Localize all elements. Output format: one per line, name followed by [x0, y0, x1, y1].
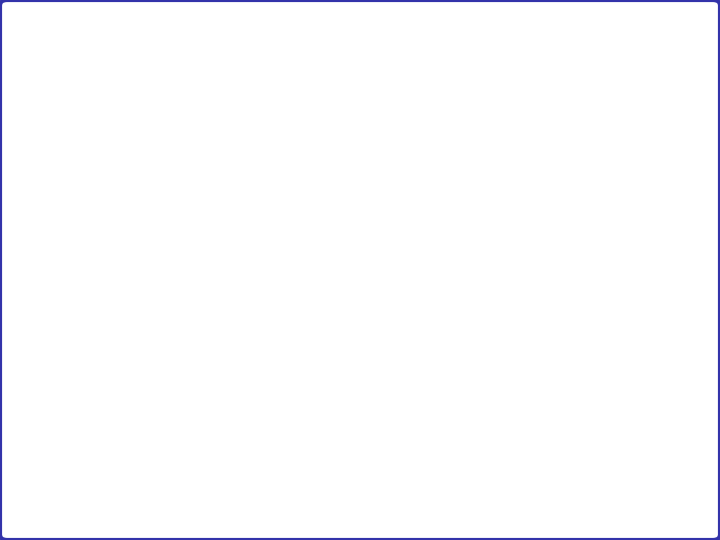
Text: Finite
elements: Finite elements — [249, 330, 315, 376]
Text: When more number of finite elements are used, the approximated
piecewise linear : When more number of finite elements are … — [76, 446, 539, 478]
Text: Weighted residual method is still difficult to obtain the trial functions
that s: Weighted residual method is still diffic… — [76, 89, 554, 122]
Text: •: • — [29, 68, 40, 85]
Text: Domain Discretization: Domain Discretization — [54, 68, 238, 85]
Text: –: – — [50, 128, 58, 143]
Text: FEM is to divide the entire domain into a set of simple sub-domains
(finite elem: FEM is to divide the entire domain into … — [76, 128, 544, 160]
Text: $x$: $x$ — [504, 302, 514, 315]
Text: Approximate
solution: Approximate solution — [449, 253, 521, 288]
Text: Analytical
solution: Analytical solution — [449, 345, 505, 379]
Text: 17: 17 — [678, 512, 695, 526]
Text: –: – — [50, 446, 58, 461]
Text: FINITE ELEMENT APPROXIMATION: FINITE ELEMENT APPROXIMATION — [176, 30, 544, 49]
Text: Within a finite element, the solution is approximated in a simple
polynomial for: Within a finite element, the solution is… — [76, 172, 522, 204]
Text: –: – — [50, 172, 58, 187]
Text: –: – — [50, 89, 58, 104]
Text: $u(x)$: $u(x)$ — [208, 230, 234, 245]
